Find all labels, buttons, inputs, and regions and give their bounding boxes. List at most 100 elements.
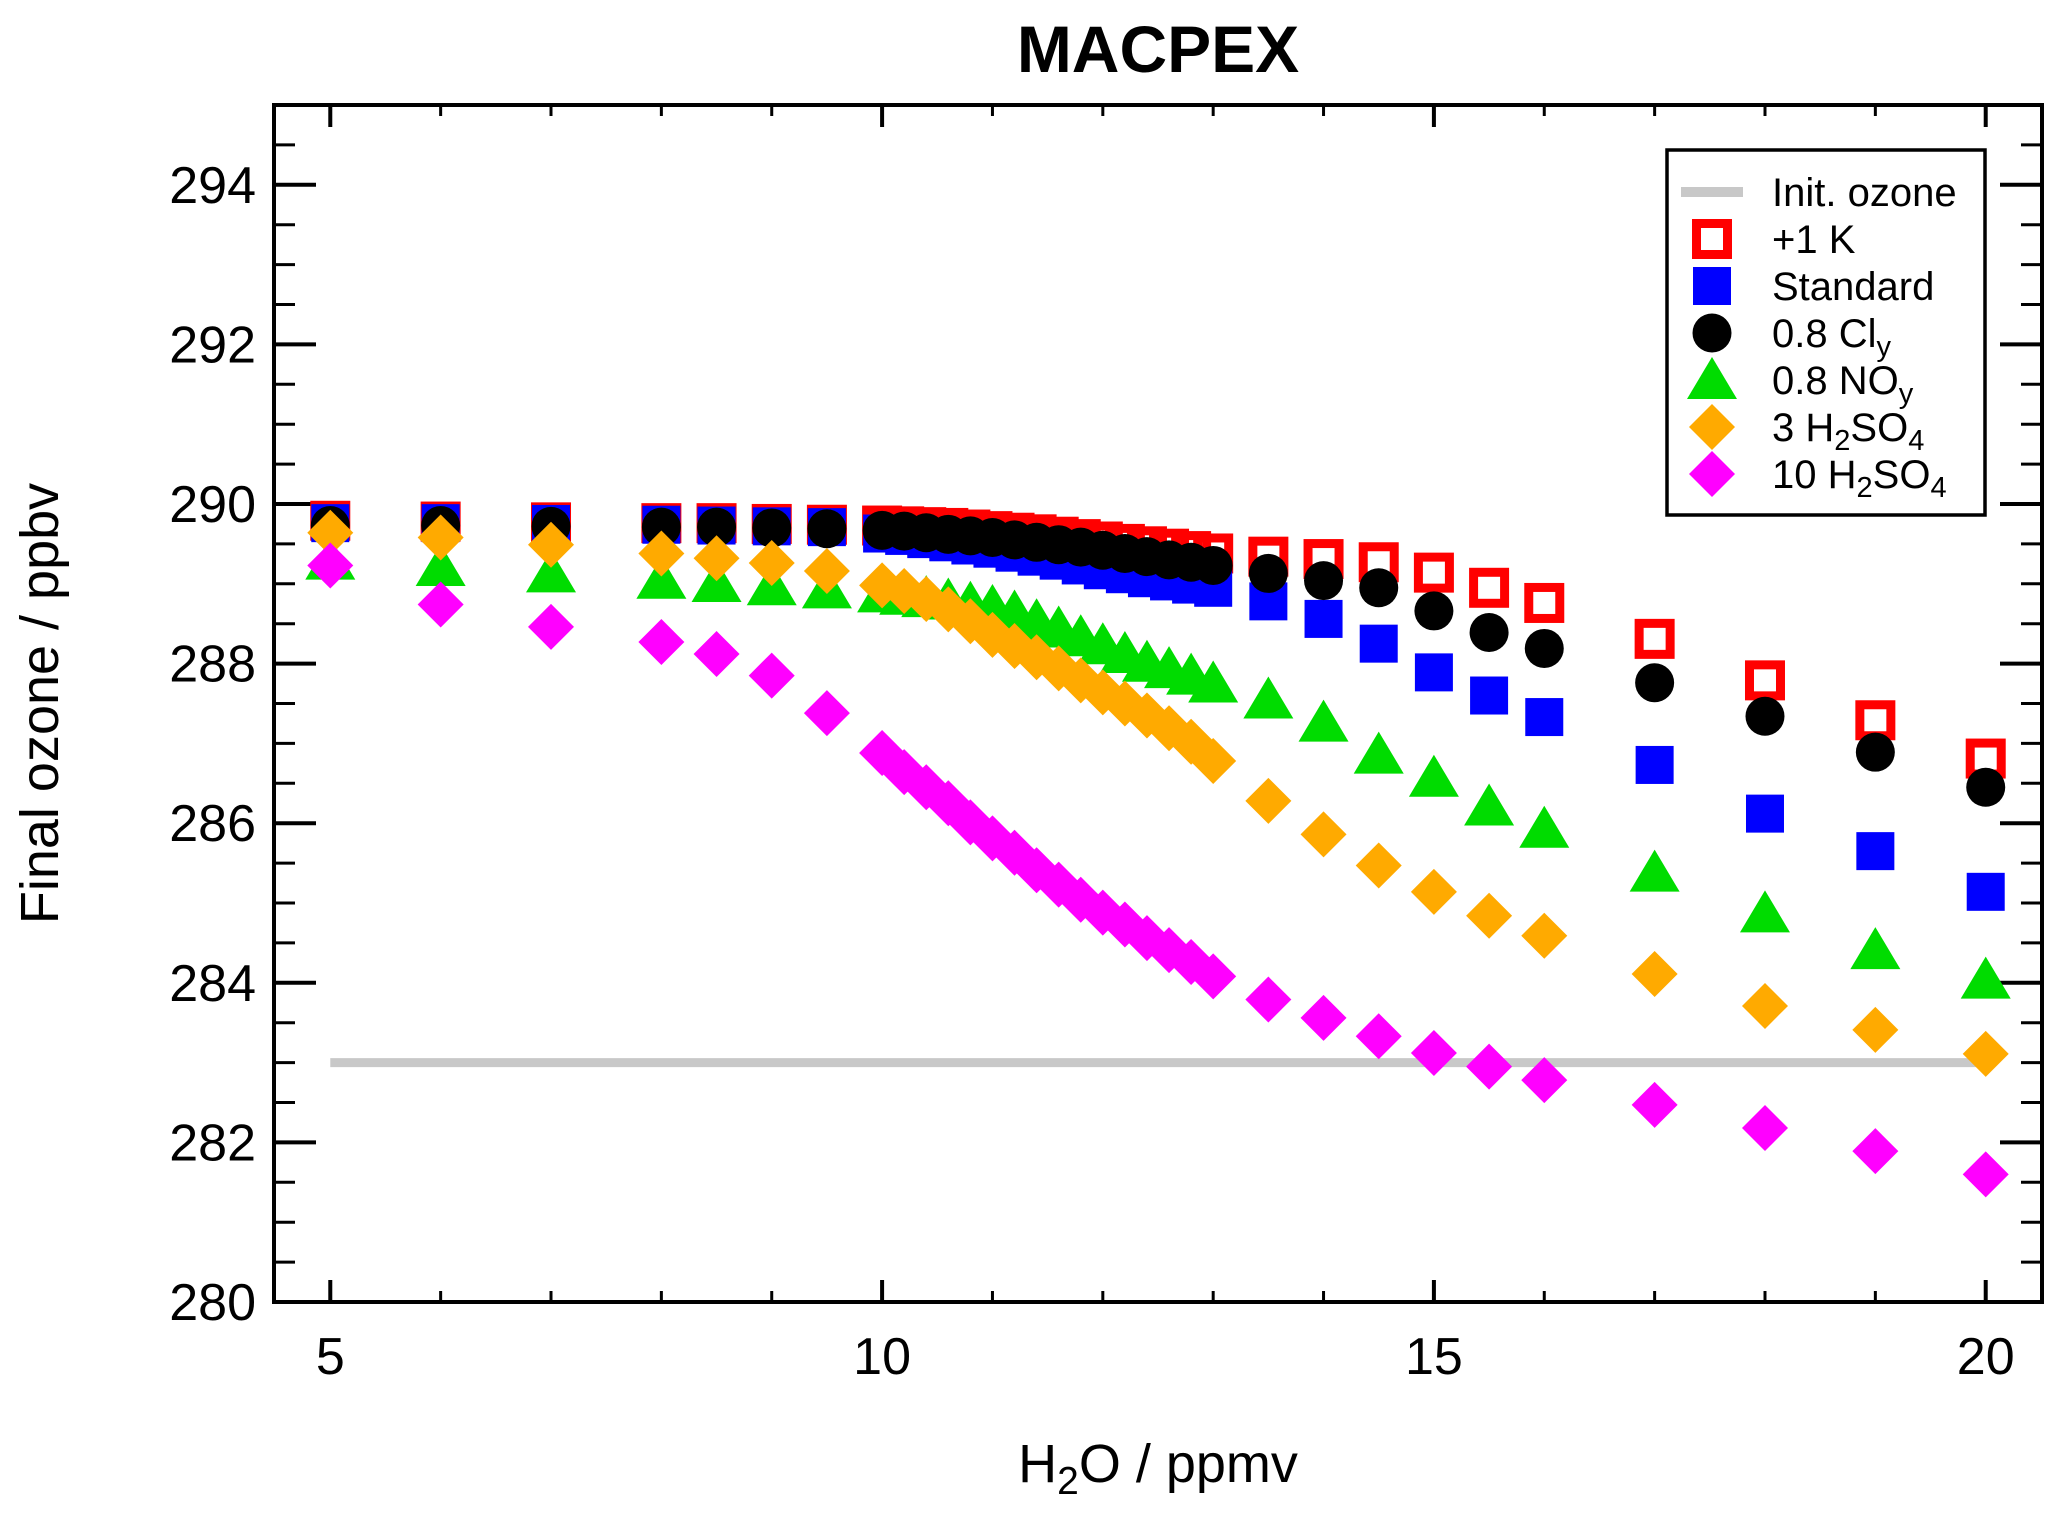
legend-cl-y-label: 0.8 Cly (1772, 312, 1892, 363)
data-point-h2so4-3 (1741, 982, 1788, 1029)
data-point-cl-y (1193, 545, 1233, 585)
data-point-h2so4-3 (1410, 868, 1457, 915)
data-point-no-y (636, 556, 687, 599)
data-point-h2so4-10 (1741, 1105, 1788, 1152)
y-tick-label: 280 (169, 1274, 256, 1332)
data-point-cl-y (1966, 767, 2006, 807)
y-tick-label: 292 (169, 316, 256, 374)
data-point-no-y (1739, 890, 1790, 933)
data-point-no-y (415, 544, 466, 587)
data-point-h2so4-10 (1521, 1057, 1568, 1104)
data-point-cl-y (1359, 568, 1399, 608)
chart-title: MACPEX (1017, 12, 1299, 86)
data-point-h2so4-3 (1245, 777, 1292, 824)
legend-entry-h2so4-10: 10 H2SO4 (1689, 451, 1947, 504)
data-point-no-y (1464, 783, 1515, 826)
series-h2so4-3 (307, 509, 2009, 1077)
y-tick-labels: 280 282 284 286 288 290 292 294 (169, 157, 256, 1332)
data-point-cl-y (1469, 612, 1509, 652)
data-point-h2so4-3 (803, 548, 850, 595)
series-h2so4-10 (307, 542, 2009, 1198)
legend-init-ozone-label: Init. ozone (1772, 171, 1957, 215)
data-point-no-y (1298, 699, 1349, 742)
data-point-h2so4-10 (1355, 1013, 1402, 1060)
data-point-h2so4-10 (1190, 953, 1237, 1000)
x-tick-label: 15 (1405, 1328, 1463, 1386)
data-point-no-y (1188, 660, 1239, 703)
data-point-cl-y (1248, 553, 1288, 593)
data-point-h2so4-3 (1852, 1006, 1899, 1053)
legend-entry-h2so4-3: 3 H2SO4 (1689, 404, 1924, 457)
legend-entry-standard: Standard (1693, 265, 1934, 309)
data-point-cl-y (1304, 561, 1344, 601)
data-point-standard (1966, 872, 2005, 911)
data-point-no-y (1850, 927, 1901, 970)
data-point-standard (1745, 794, 1784, 833)
data-point-plus-1-k (1413, 552, 1454, 593)
legend-entry-no-y: 0.8 NOy (1687, 357, 1914, 410)
data-point-cl-y (1414, 591, 1454, 631)
legend-standard-label: Standard (1772, 265, 1934, 309)
x-tick-labels: 5 10 15 20 (316, 1328, 2015, 1386)
data-point-cl-y (807, 509, 847, 549)
data-point-no-y (1353, 731, 1404, 774)
data-point-h2so4-3 (748, 540, 795, 587)
data-point-no-y (1243, 676, 1294, 719)
data-point-h2so4-10 (1300, 994, 1347, 1041)
legend-entry-init-ozone: Init. ozone (1681, 171, 1957, 215)
data-point-no-y (1519, 805, 1570, 848)
legend-h2so4-3-label: 3 H2SO4 (1772, 406, 1924, 457)
data-point-plus-1-k (1634, 618, 1675, 659)
data-point-standard (1856, 832, 1895, 871)
data-point-h2so4-10 (1245, 976, 1292, 1023)
data-point-h2so4-3 (417, 514, 464, 561)
axis-ticks (274, 105, 2042, 1304)
data-point-h2so4-10 (1466, 1043, 1513, 1090)
y-tick-label: 288 (169, 636, 256, 694)
x-tick-label: 5 (316, 1328, 345, 1386)
data-point-cl-y (1855, 732, 1895, 772)
data-point-cl-y (641, 507, 681, 547)
data-point-cl-y (1745, 696, 1785, 736)
data-point-h2so4-3 (1962, 1030, 2009, 1077)
data-point-standard (1304, 599, 1343, 638)
legend-h2so4-3-symbol (1689, 404, 1735, 450)
chart-titles: MACPEX H2O / ppmv Final ozone / ppbv (10, 12, 1299, 1503)
legend-h2so4-10-symbol (1689, 451, 1735, 497)
legend-no-y-label: 0.8 NOy (1772, 359, 1914, 410)
y-tick-label: 286 (169, 795, 256, 853)
legend-standard-symbol (1693, 267, 1731, 305)
data-point-h2so4-10 (528, 603, 575, 650)
x-tick-label: 10 (853, 1328, 911, 1386)
data-point-h2so4-3 (693, 535, 740, 582)
data-point-no-y (1960, 956, 2011, 999)
data-point-no-y (1408, 754, 1459, 797)
data-point-standard (1359, 624, 1398, 663)
data-point-h2so4-10 (417, 581, 464, 628)
data-point-plus-1-k (1524, 582, 1565, 623)
data-point-h2so4-3 (1521, 912, 1568, 959)
y-tick-label: 294 (169, 157, 256, 215)
data-point-h2so4-10 (748, 652, 795, 699)
data-point-plus-1-k (1744, 660, 1785, 701)
data-point-standard (1470, 676, 1509, 715)
data-point-h2so4-10 (1962, 1151, 2009, 1198)
data-point-cl-y (697, 507, 737, 547)
y-tick-label: 290 (169, 476, 256, 534)
data-point-cl-y (1524, 628, 1564, 668)
data-point-no-y (526, 550, 577, 593)
data-point-h2so4-3 (1466, 892, 1513, 939)
legend-plus-1-k-label: +1 K (1772, 218, 1856, 262)
data-point-standard (1525, 698, 1564, 737)
data-point-standard (1414, 653, 1453, 692)
legend-entry-plus-1-k: +1 K (1692, 218, 1856, 262)
data-point-no-y (1629, 849, 1680, 892)
data-point-plus-1-k (1855, 700, 1896, 741)
data-point-h2so4-3 (1190, 737, 1237, 784)
data-point-h2so4-10 (803, 690, 850, 737)
data-point-h2so4-3 (528, 521, 575, 568)
data-point-h2so4-10 (307, 542, 354, 589)
data-point-h2so4-10 (1852, 1128, 1899, 1175)
